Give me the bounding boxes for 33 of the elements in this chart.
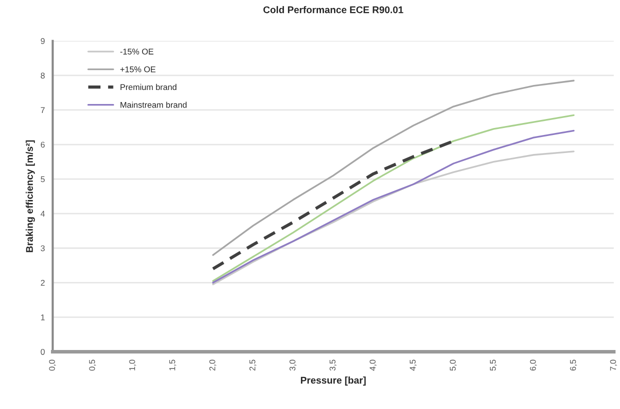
- x-tick-label: 4,0: [370, 360, 377, 371]
- y-tick-label: 1: [41, 314, 45, 320]
- y-axis-title: Braking efficiency [m/s²]: [26, 140, 35, 252]
- x-axis-title: Pressure [bar]: [300, 376, 366, 386]
- x-tick-label: 0,0: [49, 360, 56, 371]
- legend-label: Premium brand: [120, 84, 176, 90]
- y-tick-label: 4: [40, 210, 45, 217]
- x-tick-label: 2,5: [249, 360, 256, 371]
- legend-label: -15% OE: [120, 48, 154, 55]
- y-tick-label: 3: [40, 245, 45, 252]
- x-tick-label: 6,5: [570, 360, 577, 371]
- x-tick-label: 3,0: [290, 360, 296, 371]
- y-tick-label: 5: [40, 176, 45, 182]
- x-tick-label: 1,5: [169, 360, 176, 370]
- x-tick-label: 5,5: [490, 360, 497, 371]
- chart-title: Cold Performance ECE R90.01: [263, 6, 404, 14]
- x-tick-label: 5,0: [450, 360, 457, 371]
- y-tick-label: 0: [40, 348, 45, 355]
- y-tick-label: 7: [40, 107, 45, 113]
- x-tick-label: 1,0: [129, 360, 136, 370]
- legend-label: +15% OE: [120, 66, 156, 72]
- y-tick-label: 8: [40, 72, 45, 79]
- x-tick-label: 6,0: [530, 360, 537, 371]
- x-tick-label: 0,5: [89, 360, 96, 371]
- x-tick-label: 2,0: [209, 360, 216, 371]
- y-tick-label: 6: [40, 142, 45, 148]
- y-tick-label: 9: [40, 38, 45, 44]
- y-tick-label: 2: [40, 280, 45, 286]
- x-tick-label: 4,5: [410, 360, 417, 371]
- line-series: [212, 80, 575, 256]
- legend-label: Mainstream brand: [120, 102, 187, 108]
- x-tick-label: 3,5: [330, 360, 336, 371]
- x-tick-label: 7,0: [610, 360, 618, 371]
